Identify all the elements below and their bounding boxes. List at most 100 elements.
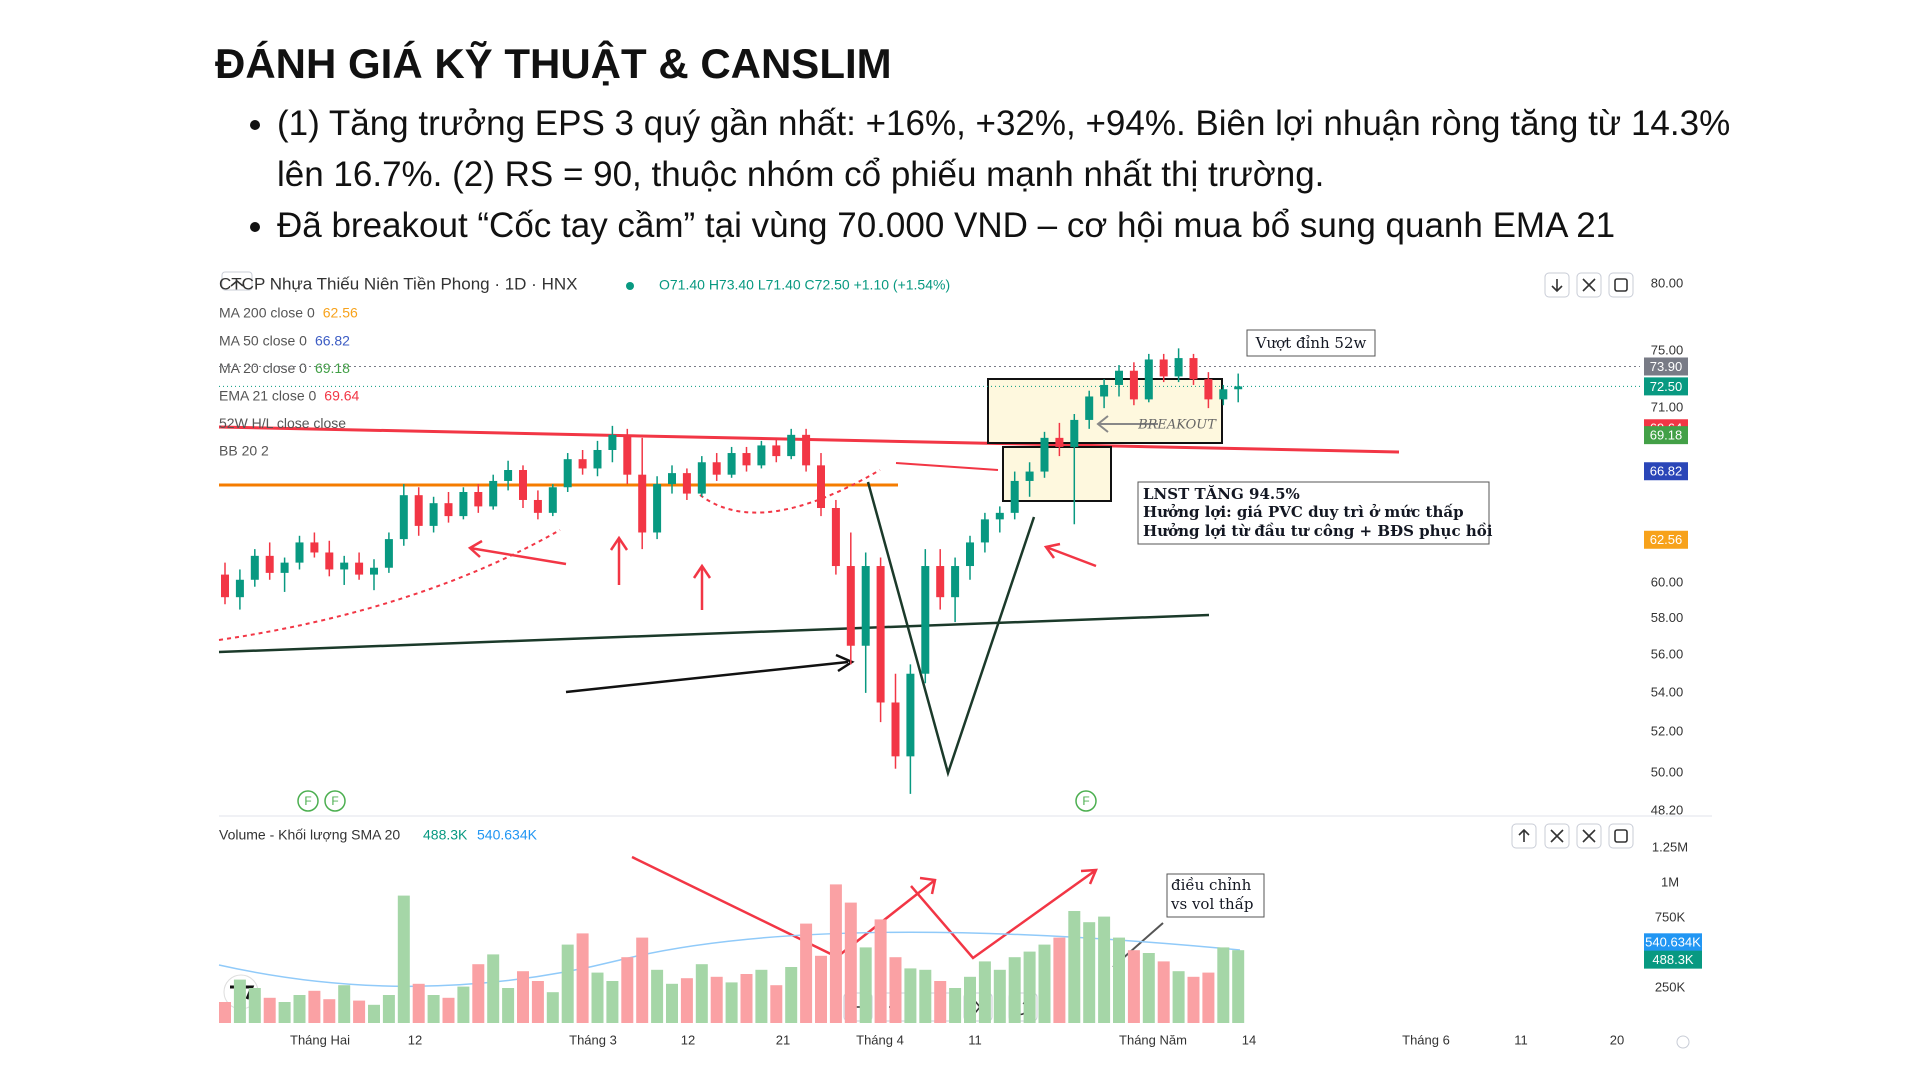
arrow <box>631 855 936 959</box>
volume-sma: 540.634K <box>477 827 538 843</box>
event-label: F <box>304 794 311 808</box>
event-label: F <box>1082 794 1089 808</box>
label-box <box>1137 481 1490 545</box>
drawings <box>218 329 1712 988</box>
x-tick-label: 12 <box>681 1032 695 1047</box>
candle-body <box>1144 359 1153 400</box>
volume-bar <box>636 937 649 1023</box>
bullet: (1) Tăng trưởng EPS 3 quý gần nhất: +16%… <box>277 98 1747 200</box>
arrow-head <box>609 535 629 551</box>
volume-bar <box>1172 971 1185 1023</box>
volume-bar <box>338 985 351 1023</box>
indicator-value: 66.82 <box>315 332 350 348</box>
button[interactable] <box>1608 272 1634 298</box>
arrow <box>469 546 567 566</box>
settings[interactable] <box>1676 1035 1690 1049</box>
volume-bar <box>874 919 887 1023</box>
candle-body <box>787 434 796 457</box>
breakout-box <box>987 378 1223 444</box>
arrow-head <box>835 653 855 673</box>
price-tag <box>1644 357 1688 376</box>
annotation: vs vol thấp <box>1170 895 1254 913</box>
arrow-head <box>1080 868 1098 885</box>
volume-bar <box>1187 976 1200 1023</box>
x-tick-label: Tháng Hai <box>290 1032 350 1047</box>
volume-bar <box>740 974 753 1023</box>
volume-bar <box>457 986 470 1023</box>
y-tick-label: 75.00 <box>1651 343 1684 358</box>
candle-body <box>682 473 691 494</box>
candle-body <box>280 562 289 573</box>
volume-bar <box>308 990 321 1023</box>
volume-bar <box>919 969 932 1023</box>
arrow-head <box>467 539 483 558</box>
candle-body <box>951 566 960 598</box>
candle-body <box>817 465 825 509</box>
v-tick-label: 750K <box>1655 909 1686 924</box>
candle-body <box>772 445 781 457</box>
volume-bar <box>1023 951 1036 1023</box>
cup-shape <box>866 481 1036 778</box>
candle-body <box>1085 396 1094 420</box>
candle-body <box>235 579 244 598</box>
annotation: LNST TĂNG 94.5% <box>1143 485 1300 503</box>
volume-bar <box>695 964 708 1023</box>
volume-bar <box>531 981 544 1023</box>
v-tick-label: 1.25M <box>1652 839 1688 854</box>
volume-bar <box>293 995 306 1023</box>
volume-bar <box>800 923 813 1023</box>
event-marker <box>297 790 319 812</box>
candle-body <box>265 555 274 573</box>
volume-bar <box>1142 953 1155 1023</box>
button[interactable] <box>1608 823 1634 849</box>
volume-bar <box>785 967 798 1023</box>
volume-bar <box>442 997 455 1023</box>
candle-body <box>1189 358 1198 380</box>
arrow-head <box>692 563 712 579</box>
volume-bar <box>621 957 634 1023</box>
curve <box>699 469 881 514</box>
candle-body <box>1129 370 1138 400</box>
arrow <box>895 462 999 471</box>
price-tag <box>1644 426 1688 445</box>
volume-bar <box>1202 972 1215 1023</box>
candle-body <box>489 480 498 507</box>
candle-body <box>653 484 662 533</box>
candle-body <box>1204 379 1213 400</box>
event-marker <box>1075 790 1097 812</box>
volume-bar <box>829 884 842 1023</box>
volume-bar <box>278 1002 291 1023</box>
volume-bar <box>993 969 1006 1023</box>
price-tag <box>1644 462 1688 481</box>
candle-body <box>1025 471 1034 481</box>
x-tick-label: Tháng 4 <box>856 1032 904 1047</box>
volume-bar <box>666 983 678 1023</box>
candle-body <box>250 555 259 580</box>
candle-body <box>578 459 587 469</box>
candle-body <box>325 552 334 570</box>
volume-bar <box>949 988 962 1023</box>
candle-body <box>414 495 423 526</box>
volume-bar <box>487 954 500 1023</box>
candle-body <box>548 487 557 513</box>
volume-bar <box>382 995 395 1023</box>
volume-bar <box>964 976 976 1023</box>
price-tag-label: 66.82 <box>1650 464 1683 479</box>
volume-tag-label: 540.634K <box>1645 935 1701 950</box>
volume-bar <box>1232 950 1245 1023</box>
volume-bar <box>770 985 783 1023</box>
x-tick-label: Tháng Năm <box>1119 1032 1187 1047</box>
candle-body <box>727 453 736 475</box>
annotation: BREAKOUT <box>1137 418 1217 433</box>
candle-body <box>861 566 870 646</box>
volume-bar <box>859 947 872 1023</box>
candle-body <box>444 503 453 517</box>
volume-tag <box>1644 933 1702 952</box>
candle-body <box>831 508 840 567</box>
x-tick-label: 14 <box>1242 1032 1256 1047</box>
volume-bar <box>502 988 515 1023</box>
symbol: CTCP Nhựa Thiếu Niên Tiền Phong · 1D · H… <box>219 274 577 293</box>
y-tick-label: 71.00 <box>1651 400 1684 415</box>
icon <box>1614 829 1628 843</box>
